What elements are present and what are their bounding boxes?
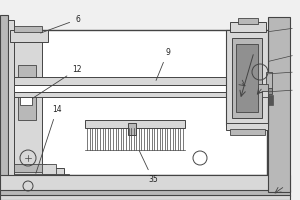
Bar <box>18 65 36 120</box>
Bar <box>226 30 268 125</box>
Bar <box>14 92 244 97</box>
Bar <box>14 26 42 32</box>
Bar <box>236 44 258 112</box>
Bar <box>258 84 268 92</box>
Bar <box>14 164 46 172</box>
Bar <box>268 17 290 192</box>
Text: 9: 9 <box>156 48 170 80</box>
Text: 14: 14 <box>36 105 62 173</box>
Bar <box>266 72 272 90</box>
Bar <box>14 174 69 182</box>
Bar <box>0 15 8 190</box>
Bar <box>128 123 136 135</box>
Bar <box>226 123 268 130</box>
Bar <box>14 40 42 170</box>
Bar <box>42 164 56 174</box>
Bar <box>10 30 48 42</box>
Bar <box>262 91 268 97</box>
Bar <box>8 20 14 185</box>
Bar <box>232 38 262 118</box>
Bar <box>85 120 185 128</box>
Bar <box>268 88 272 94</box>
Bar <box>0 195 290 200</box>
Bar <box>14 77 244 85</box>
Bar <box>14 85 244 92</box>
Bar <box>230 22 266 32</box>
Bar <box>230 129 265 135</box>
Text: 35: 35 <box>139 151 158 184</box>
Bar <box>12 30 267 175</box>
Bar <box>0 175 290 192</box>
Bar <box>14 168 64 178</box>
Text: 6: 6 <box>40 15 80 33</box>
Bar <box>268 95 273 105</box>
Bar <box>238 18 258 24</box>
Text: 12: 12 <box>32 65 82 98</box>
Bar <box>20 77 32 105</box>
Bar <box>0 190 290 196</box>
